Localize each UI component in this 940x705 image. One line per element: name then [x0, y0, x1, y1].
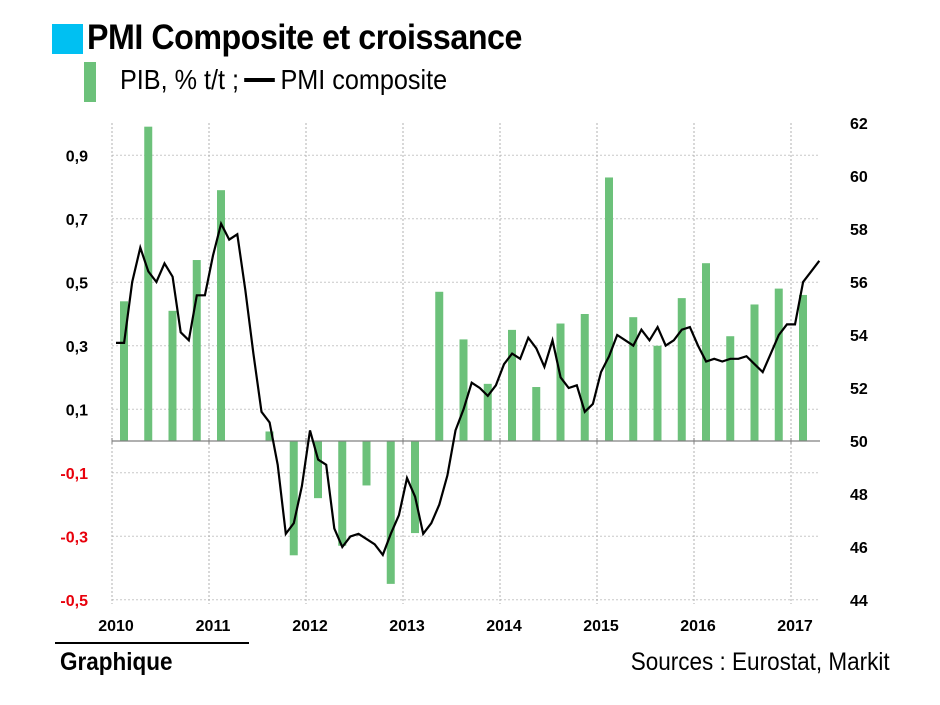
footer-divider	[55, 642, 249, 644]
gdp-bar	[629, 317, 638, 441]
gdp-bar	[483, 383, 492, 441]
footer-label: Graphique	[60, 648, 173, 676]
left-tick-label: 0,9	[66, 148, 88, 165]
x-tick-label: 2012	[292, 618, 328, 635]
pmi-line	[116, 220, 821, 558]
right-tick-label: 46	[850, 540, 868, 557]
gdp-bar	[265, 431, 274, 441]
left-tick-label: -0,5	[60, 593, 88, 610]
x-tick-label: 2014	[486, 618, 522, 635]
gdp-bar	[459, 339, 468, 441]
x-tick-label: 2015	[583, 618, 619, 635]
gdp-bar	[605, 177, 613, 441]
gdp-bar	[362, 441, 371, 486]
legend-label-pmi: PMI composite	[280, 64, 448, 95]
gdp-bar	[411, 441, 419, 534]
gdp-bar	[774, 288, 783, 441]
pmi-line-group	[116, 220, 821, 558]
gdp-bar	[799, 294, 807, 441]
gdp-bars	[120, 126, 807, 584]
gdp-bar	[314, 441, 322, 499]
left-tick-label: 0,5	[66, 275, 88, 292]
left-tick-label: 0,3	[66, 339, 88, 356]
x-axis-ticks: 2010 2011 2012 2013 2014 2015 2016 2017	[98, 618, 813, 635]
right-tick-label: 60	[850, 169, 868, 186]
title-swatch	[52, 24, 83, 54]
gdp-bar	[386, 441, 395, 584]
right-tick-label: 54	[850, 328, 868, 345]
gdp-bar	[192, 260, 201, 441]
left-tick-label: -0,1	[60, 466, 88, 483]
x-tick-label: 2013	[389, 618, 425, 635]
chart-title: PMI Composite et croissance	[87, 18, 522, 57]
left-tick-label: 0,1	[66, 402, 88, 419]
left-tick-label: -0,3	[60, 529, 88, 546]
legend-text: PIB, % t/t ; PMI composite	[120, 63, 447, 97]
gdp-bar	[168, 310, 177, 441]
gdp-bar	[289, 441, 298, 556]
right-tick-label: 58	[850, 222, 868, 239]
zero-axis	[111, 438, 820, 444]
right-tick-label: 48	[850, 487, 868, 504]
gdp-bar	[435, 291, 444, 441]
gdp-bar	[677, 298, 686, 441]
footer-sources: Sources : Eurostat, Markit	[631, 648, 890, 676]
gdp-bar	[580, 314, 589, 441]
gdp-bar	[338, 441, 347, 546]
legend-label-gdp: PIB, % t/t ;	[120, 64, 240, 95]
legend-line-swatch-icon	[244, 77, 276, 82]
right-axis-ticks: 62 60 58 56 54 52 50 48 46 44	[850, 116, 868, 610]
right-tick-label: 52	[850, 381, 868, 398]
right-tick-label: 50	[850, 434, 868, 451]
gdp-bar	[508, 329, 516, 441]
gdp-bar	[120, 301, 128, 441]
x-tick-label: 2011	[196, 618, 231, 635]
gdp-bar	[702, 263, 710, 441]
right-tick-label: 62	[850, 116, 868, 133]
gdp-bar	[750, 304, 759, 441]
gdp-bar	[532, 387, 541, 441]
left-axis-ticks: 0,9 0,7 0,5 0,3 0,1 -0,1 -0,3 -0,5	[60, 148, 88, 610]
gdp-bar	[556, 323, 565, 441]
right-tick-label: 44	[850, 593, 868, 610]
right-tick-label: 56	[850, 275, 868, 292]
legend-bar-swatch-icon	[84, 62, 96, 102]
gdp-bar	[144, 126, 153, 442]
gdp-bar	[217, 190, 225, 441]
gdp-bar	[653, 345, 662, 441]
left-tick-label: 0,7	[66, 212, 88, 229]
gdp-bar	[726, 336, 735, 441]
x-tick-label: 2016	[680, 618, 716, 635]
x-tick-label: 2010	[98, 618, 134, 635]
x-tick-label: 2017	[777, 618, 813, 635]
